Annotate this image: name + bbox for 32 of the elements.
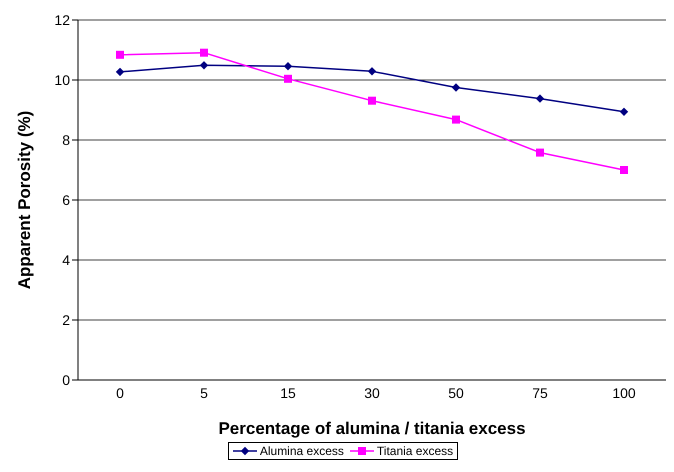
y-tick-label: 12 xyxy=(54,12,70,28)
y-tick-label: 4 xyxy=(62,252,70,268)
point xyxy=(536,148,544,157)
x-tick-label: 50 xyxy=(448,384,464,401)
legend-label: Alumina excess xyxy=(258,444,344,458)
x-tick-label: 30 xyxy=(364,384,380,401)
point xyxy=(284,74,292,83)
point xyxy=(452,116,460,124)
y-tick-label: 6 xyxy=(62,192,70,208)
point xyxy=(368,67,376,76)
y-tick-label: 2 xyxy=(62,312,70,328)
point xyxy=(620,166,628,174)
x-tick-label: 75 xyxy=(532,384,548,401)
point xyxy=(200,61,208,70)
y-tick-label: 8 xyxy=(62,132,70,148)
x-tick-label: 15 xyxy=(280,384,296,401)
x-tick-label: 100 xyxy=(612,384,636,401)
y-tick-label: 0 xyxy=(62,372,70,388)
x-tick-label: 0 xyxy=(116,384,124,401)
point xyxy=(116,68,124,76)
y-tick-label: 10 xyxy=(54,72,70,88)
legend-label: Titania excess xyxy=(376,444,454,458)
x-tick-label: 5 xyxy=(200,384,208,401)
point xyxy=(452,84,460,92)
point xyxy=(284,62,292,70)
point xyxy=(368,96,376,105)
point xyxy=(200,48,208,57)
point xyxy=(116,50,124,59)
point xyxy=(536,94,544,103)
point xyxy=(620,108,628,116)
y-axis-title: Apparent Porosity (%) xyxy=(15,110,34,290)
x-axis-title: Percentage of alumina / titania excess xyxy=(218,419,526,438)
